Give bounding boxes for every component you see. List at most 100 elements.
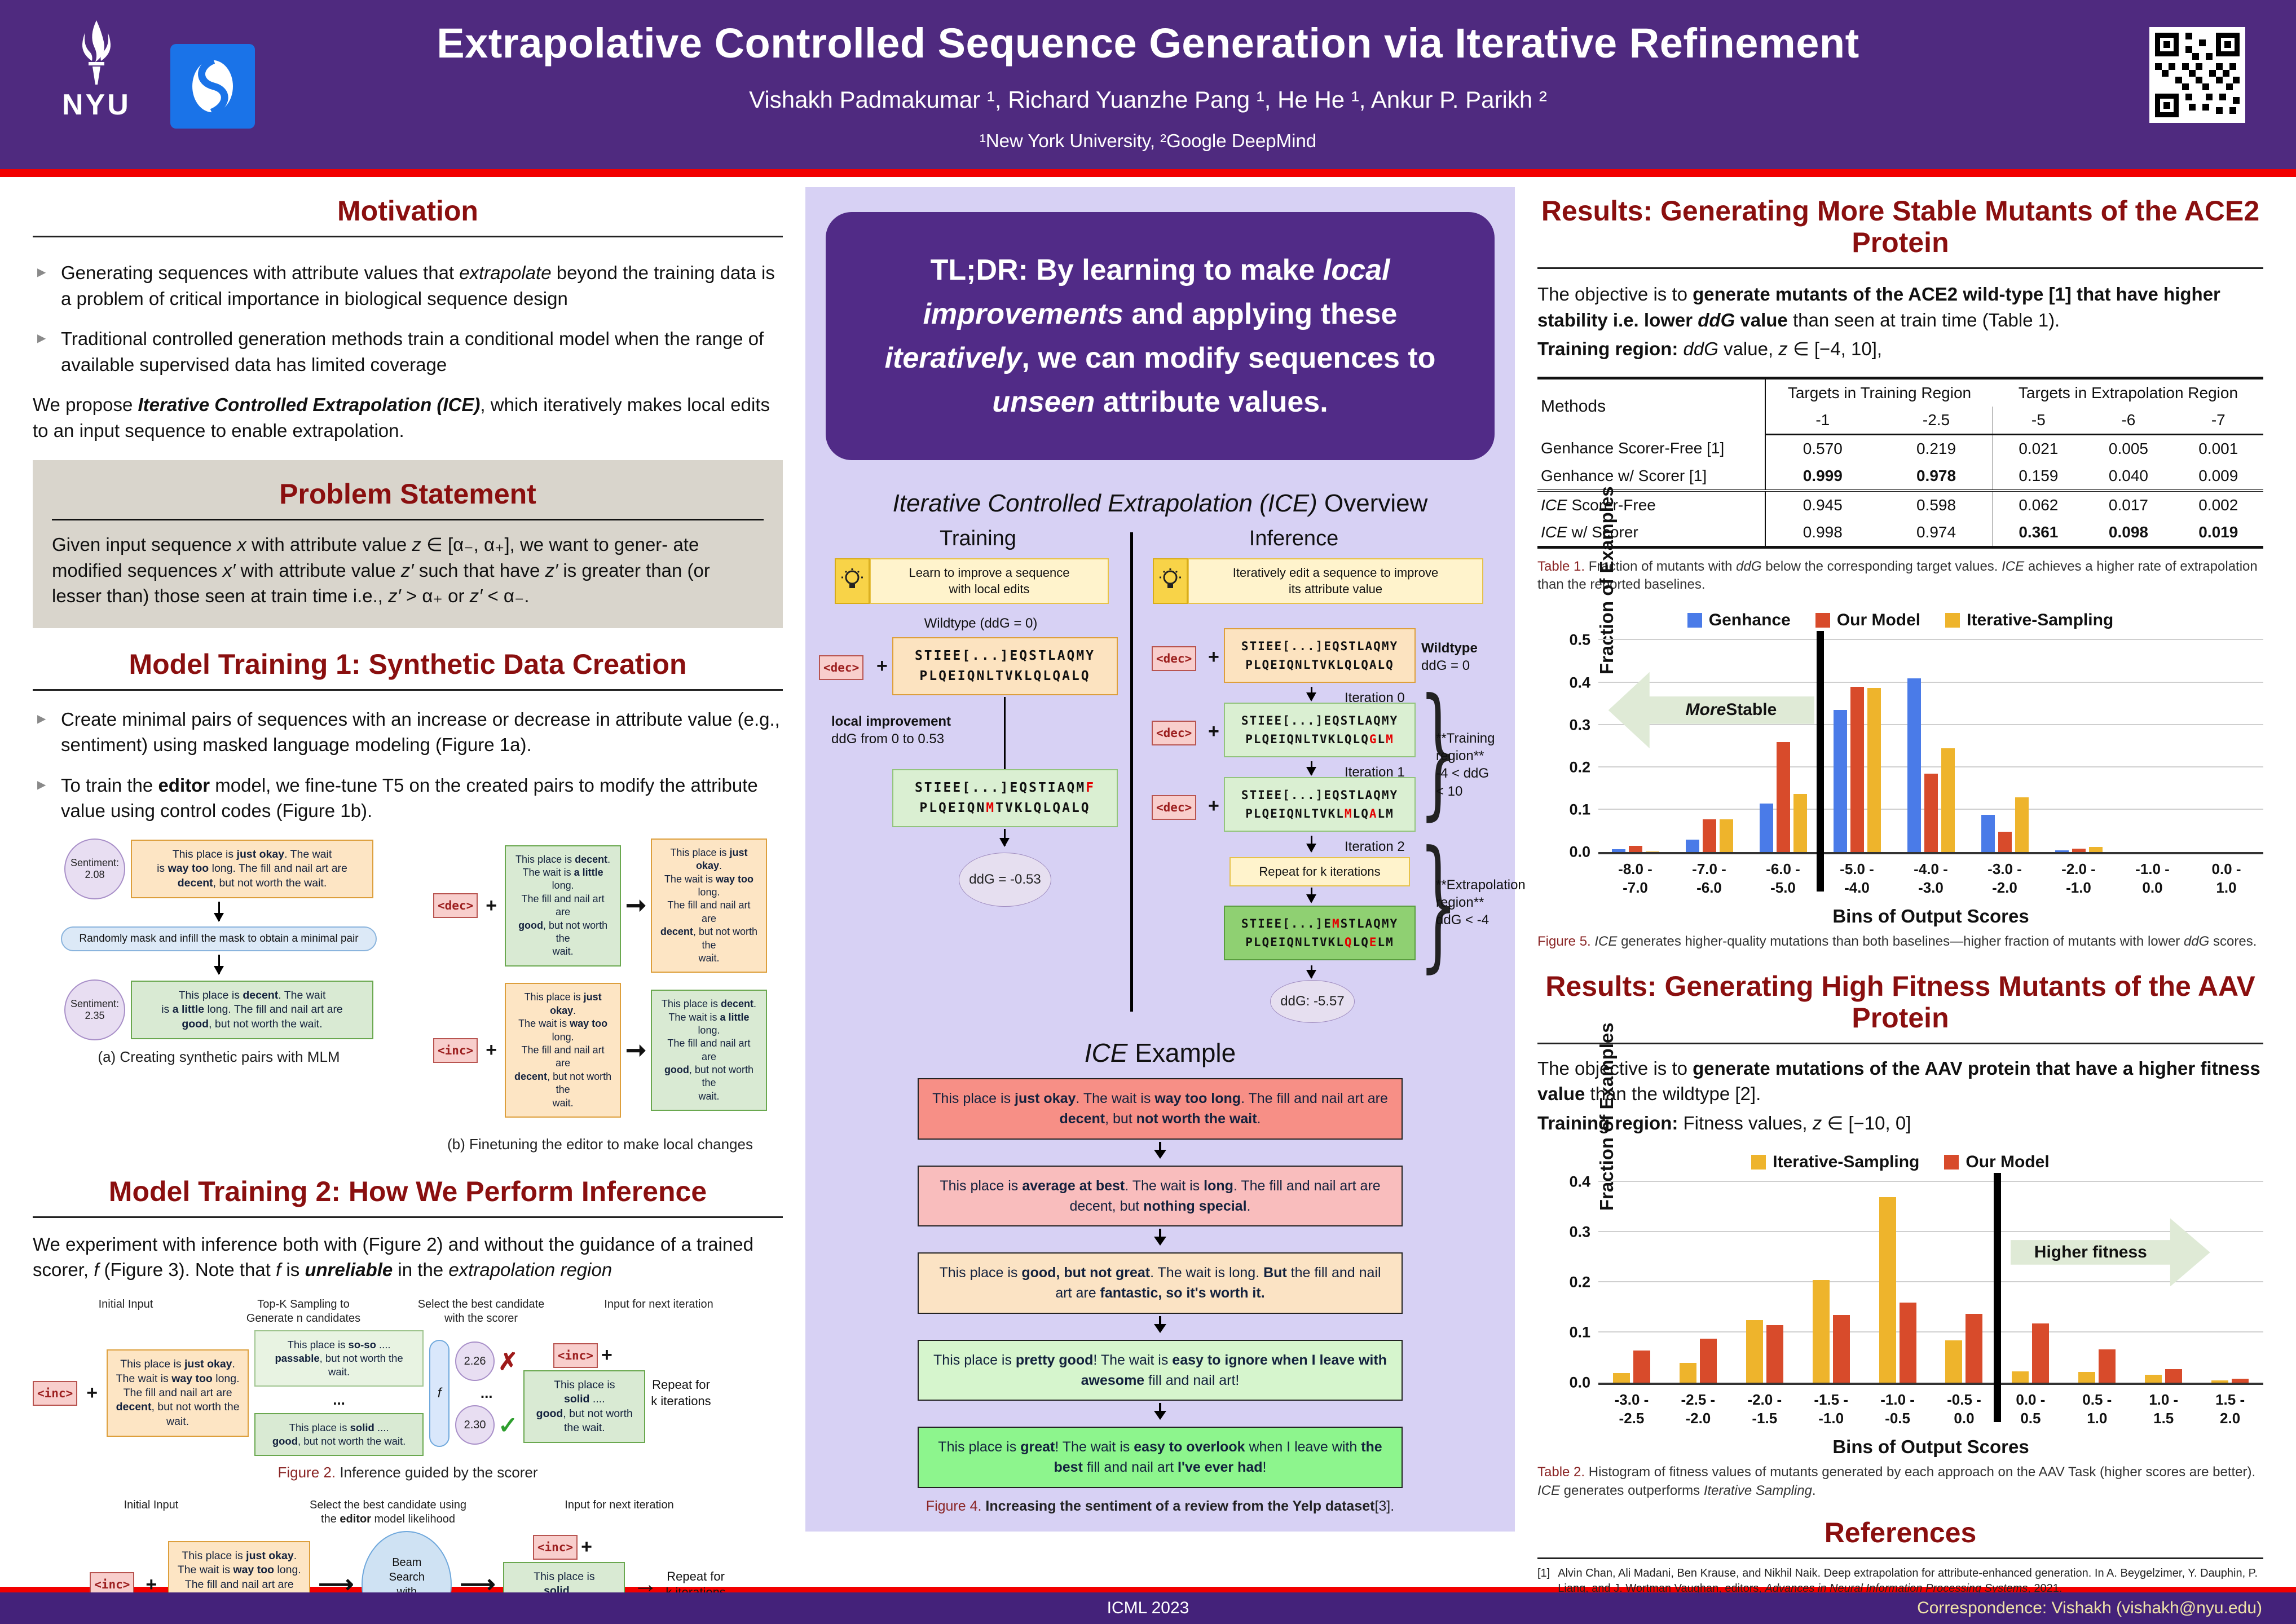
scorer-f-pill: f: [429, 1339, 450, 1447]
lightbulb-icon: [835, 558, 870, 604]
iteration2-label: Iteration 2: [1345, 839, 1405, 854]
table2-caption-text: Histogram of fitness values of mutants g…: [1537, 1464, 2256, 1498]
footer-red-stripe: [0, 1587, 2296, 1592]
down-arrow: [1306, 761, 1316, 776]
table-value-cell: 0.999: [1803, 466, 1843, 484]
down-arrow: [1154, 1141, 1166, 1159]
training2-body: We experiment with inference both with (…: [33, 1233, 753, 1281]
figure2-caption: Figure 2. Inference guided by the scorer: [33, 1464, 783, 1481]
table2-caption-prefix: Table 2.: [1537, 1464, 1585, 1480]
figure1a-top-row: Sentiment: 2.08 This place is just okay.…: [64, 838, 373, 899]
iteration2-sequence-box: STIEE[...]EQSTLAQMY PLQEIQNLTVKLMLQALM: [1224, 777, 1416, 832]
motivation-heading: Motivation: [337, 195, 478, 227]
gridline: [1598, 766, 2263, 767]
bar: [1907, 678, 1921, 853]
poster-title: Extrapolative Controlled Sequence Genera…: [437, 20, 1859, 67]
table-value-cell: 0.021: [2019, 439, 2059, 457]
x-tick-label: -6.0 - -5.0: [1766, 860, 1800, 896]
table-value-cell: 0.159: [2019, 466, 2059, 484]
ace2-training-region: Training region: ddG value, z ∈ [−4, 10]…: [1537, 338, 1883, 360]
figure1b: <dec> + This place is decent. The wait is…: [420, 838, 781, 1153]
table-value-cell: 0.598: [1879, 489, 1994, 519]
training-ddg-ellipse: ddG = -0.53: [959, 853, 1051, 907]
problem-statement-box: Problem Statement Given input sequence x…: [33, 460, 783, 628]
ice-example-step-2: This place is good, but not great. The w…: [918, 1252, 1403, 1314]
bar-groups: [1598, 640, 2263, 853]
poster-body: Motivation Generating sequences with att…: [0, 177, 2296, 1624]
table-group-training: Targets in Training Region: [1787, 383, 1972, 401]
bar-groups: [1598, 1182, 2263, 1383]
gridline: [1598, 639, 2263, 641]
bar: [1759, 803, 1773, 853]
x-tick-label: -2.0 - -1.5: [1747, 1391, 1782, 1427]
chart-legend: Iterative-Sampling Our Model: [1537, 1153, 2263, 1172]
training-idea-text: Learn to improve a sequence with local ed…: [870, 558, 1109, 604]
right-arrow: ➞: [625, 1036, 646, 1064]
y-tick-label: 0.1: [1569, 801, 1590, 818]
down-arrow: [999, 829, 1010, 847]
bar-group: [1865, 1182, 1931, 1383]
x-tick-label: -2.5 - -2.0: [1681, 1391, 1716, 1427]
authors: Vishakh Padmakumar ¹, Richard Yuanzhe Pa…: [749, 86, 1547, 113]
down-arrow: [1154, 1316, 1166, 1333]
bar-group: [1798, 1182, 1865, 1383]
candidate-box-2: This place is solid .... good, but not wo…: [254, 1413, 424, 1457]
bar: [2032, 1323, 2050, 1383]
plus-sign: +: [581, 1536, 592, 1558]
iteration1-sequence-box: STIEE[...]EQSTLAQMY PLQEIQNLTVKLQLQGLM: [1224, 703, 1416, 758]
bar: [2078, 1371, 2096, 1383]
y-tick-label: 0.0: [1569, 843, 1590, 860]
header: NYU Extrapolative Controlled Sequence Ge…: [0, 0, 2296, 169]
ellipsis: ...: [480, 1384, 493, 1402]
logo-group: NYU: [62, 17, 255, 129]
bar: [2088, 847, 2103, 853]
footer: ICML 2023 Correspondence: Vishakh (visha…: [0, 1592, 2296, 1624]
deepmind-swirl-icon: [192, 56, 233, 116]
figure2-labels: Initial Input Top-K Sampling to Generate …: [33, 1298, 783, 1326]
bar-group: [2197, 1182, 2263, 1383]
aav-training-region: Training region: Fitness values, z ∈ [−1…: [1537, 1112, 1911, 1133]
bar-group: [1598, 640, 1672, 853]
legend-item: Our Model: [1944, 1153, 2050, 1172]
table-body: Genhance Scorer-Free [1] 0.570 0.219 0.021 0…: [1537, 434, 2263, 548]
motivation-bullet-1: Generating sequences with attribute valu…: [36, 260, 783, 311]
label-topk: Top-K Sampling to Generate n candidates: [246, 1298, 361, 1325]
plus-sign: +: [146, 1573, 157, 1595]
bar: [2072, 849, 2086, 853]
training2-heading: Model Training 2: How We Perform Inferen…: [108, 1175, 707, 1207]
bar: [1776, 742, 1790, 853]
qr-code: [2149, 27, 2245, 123]
ace2-objective: The objective is to generate mutants of …: [1537, 284, 2220, 330]
local-improvement-label: local improvement ddG from 0 to 0.53: [831, 714, 951, 747]
ice-example-step-3: This place is pretty good! The wait is e…: [918, 1339, 1403, 1401]
conference-name: ICML 2023: [1107, 1599, 1189, 1617]
bar-group: [1665, 1182, 1731, 1383]
x-tick-label: -8.0 - -7.0: [1618, 860, 1652, 896]
ice-overview-title: Iterative Controlled Extrapolation (ICE)…: [892, 489, 1428, 517]
header-center: Extrapolative Controlled Sequence Genera…: [330, 19, 1966, 152]
dec-control-code: <dec>: [433, 893, 478, 919]
bar-group: [2064, 1182, 2130, 1383]
bar-group: [1598, 1182, 1665, 1383]
bar: [2055, 850, 2069, 853]
bar: [2211, 1380, 2229, 1383]
middle-column: TL;DR: By learning to make local improve…: [805, 180, 1526, 1587]
bar-group: [1931, 1182, 1998, 1383]
gridline: [1598, 1331, 2263, 1333]
motivation-bullets: Generating sequences with attribute valu…: [36, 260, 783, 377]
training-edited-sequence-box: STIEE[...]EQSTIAQMF PLQEIQNMTVKLQLQALQ: [892, 769, 1118, 828]
inc-control-code: <inc>: [532, 1534, 578, 1560]
figure5-caption-prefix: Figure 5.: [1537, 934, 1591, 950]
aav-histogram-chart: Iterative-Sampling Our Model Fraction of …: [1537, 1022, 2263, 1458]
x-tick-label: 1.0 - 1.5: [2149, 1391, 2179, 1427]
figure3-labels: Initial Input Select the best candidate …: [33, 1498, 783, 1526]
table-value-cell: 0.978: [1879, 462, 1994, 491]
training-region-brace: }: [1418, 669, 1458, 835]
legend-item: Iterative-Sampling: [1751, 1153, 1919, 1172]
table-value-cell: 0.361: [2019, 523, 2059, 541]
correspondence: Correspondence: Vishakh (vishakh@nyu.edu…: [1917, 1599, 2262, 1617]
sentiment-score-top: Sentiment: 2.08: [64, 838, 125, 899]
region-divider-line: [1816, 631, 1824, 892]
gridline: [1598, 1231, 2263, 1233]
x-axis-ticks: -8.0 - -7.0 -7.0 - -6.0 -6.0 - -5.0 -5.0 - …: [1598, 860, 2263, 897]
